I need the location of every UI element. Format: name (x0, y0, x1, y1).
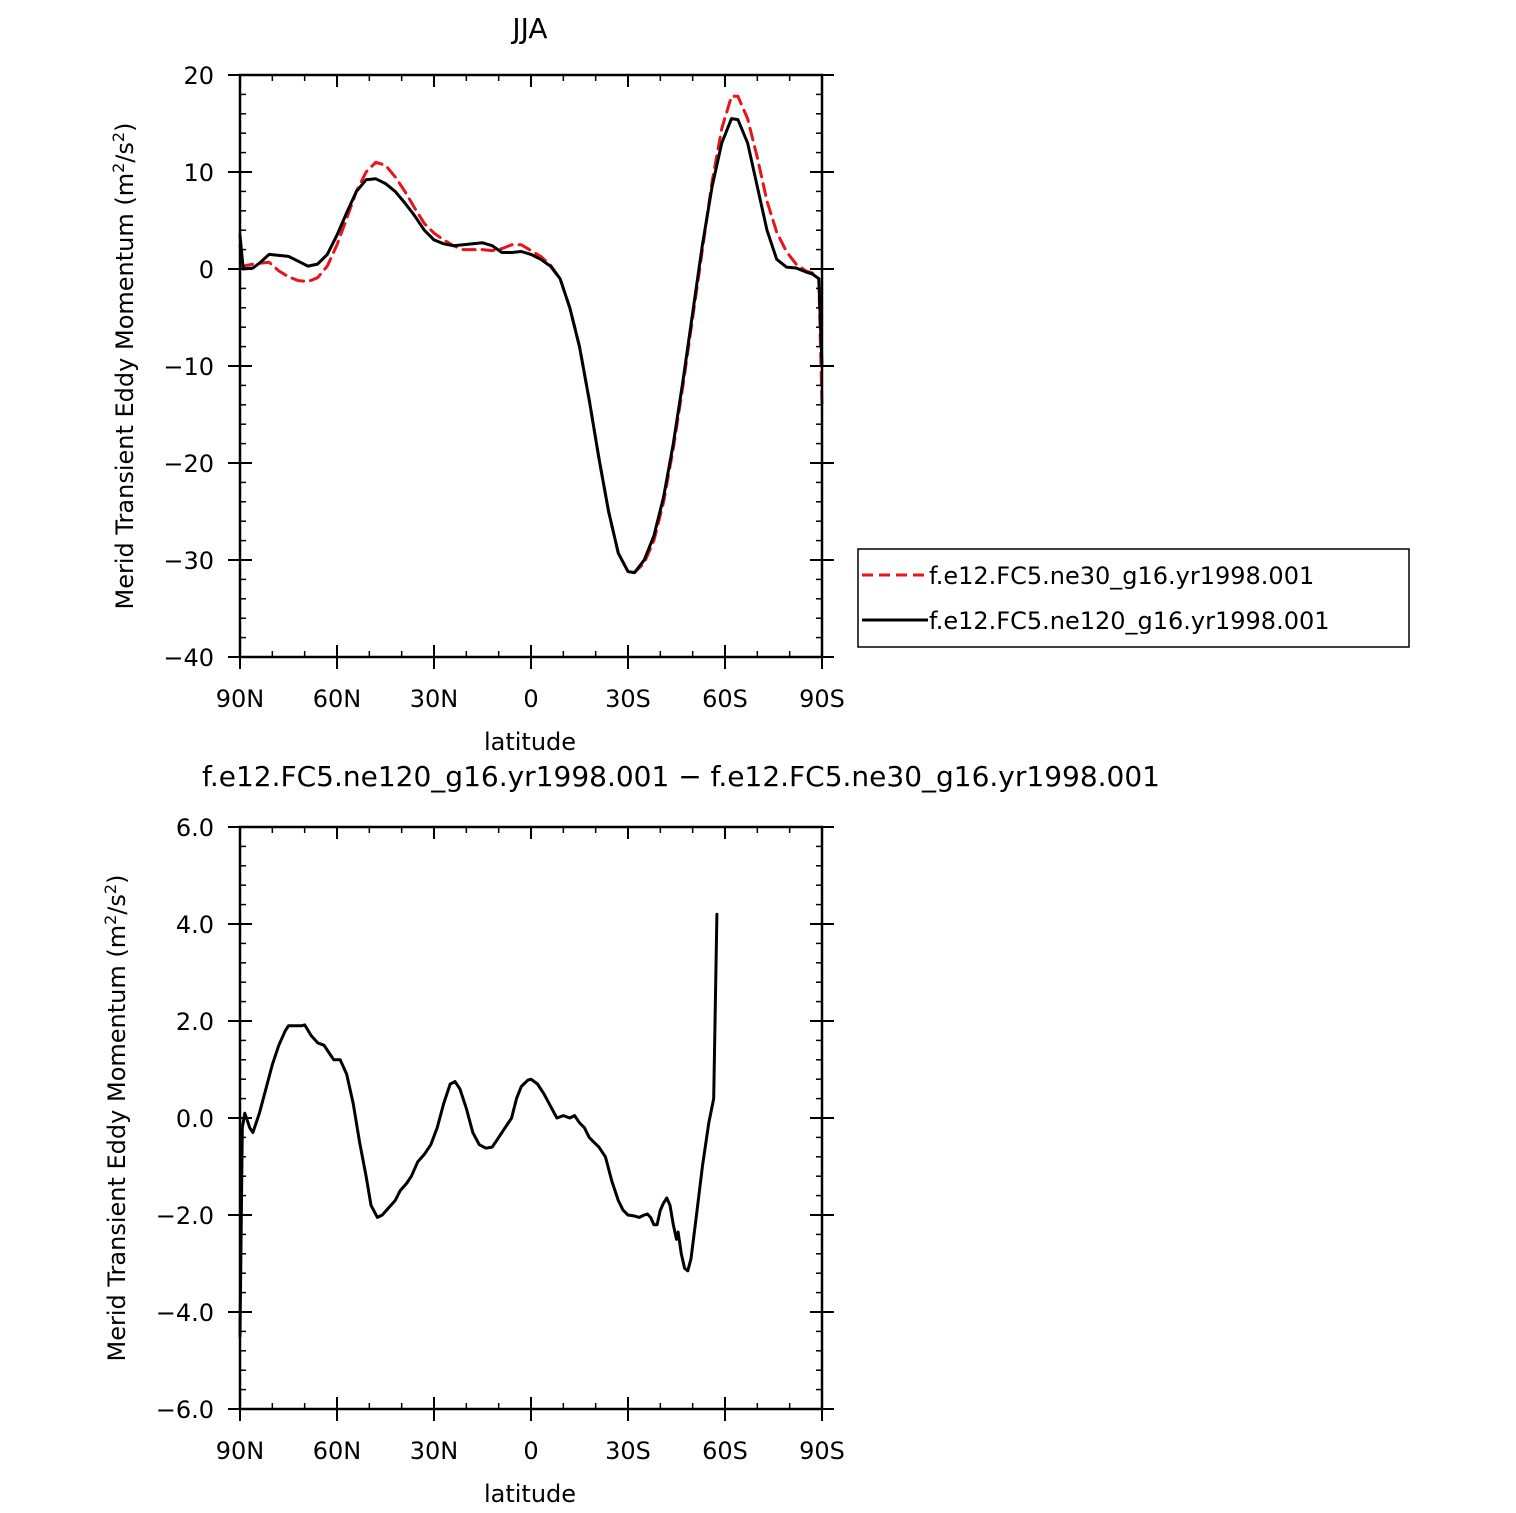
y-tick-label-top: −10 (163, 353, 214, 381)
legend: f.e12.FC5.ne30_g16.yr1998.001 f.e12.FC5.… (857, 548, 1410, 648)
y-axis-label-bottom-sup1: 2 (101, 915, 120, 925)
y-axis-label-bottom-end: ) (103, 875, 131, 884)
y-tick-label-top: −20 (163, 450, 214, 478)
y-tick-label-bottom: 4.0 (176, 911, 214, 939)
y-axis-label-bottom-mid: /s (103, 894, 131, 915)
legend-box (857, 548, 1410, 648)
x-tick-label-bottom: 90S (799, 1437, 845, 1465)
x-tick-label-bottom: 0 (523, 1437, 538, 1465)
y-tick-label-bottom: 2.0 (176, 1008, 214, 1036)
y-axis-label-top-sup2: 2 (109, 132, 128, 142)
y-axis-label-bottom-sup2: 2 (101, 884, 120, 894)
y-axis-label-bottom: Merid Transient Eddy Momentum (m2/s2) (101, 875, 131, 1362)
x-tick-label-top: 60S (702, 685, 748, 713)
y-tick-label-bottom: −2.0 (156, 1202, 214, 1230)
chart-title-top: JJA (510, 12, 547, 45)
x-tick-label-bottom: 60S (702, 1437, 748, 1465)
series-line-bottom-0 (238, 912, 719, 1338)
series-line-top-1 (238, 117, 824, 575)
panel-top: JJA 90N 60N 30N 0 30S 60S 90S 20 10 0 −10 −20 −30 −40… (109, 12, 1410, 756)
panel-bottom: f.e12.FC5.ne120_g16.yr1998.001 − f.e12.F… (101, 760, 1160, 1508)
x-tick-label-top: 60N (313, 685, 362, 713)
y-tick-label-bottom: −6.0 (156, 1396, 214, 1424)
y-tick-label-top: 10 (183, 159, 214, 187)
y-axis-label-top: Merid Transient Eddy Momentum (m2/s2) (109, 123, 139, 610)
y-axis-label-top-sup1: 2 (109, 163, 128, 173)
x-axis-label-bottom: latitude (484, 1480, 576, 1508)
y-tick-label-top: −30 (163, 547, 214, 575)
series-line-top-0 (238, 94, 824, 575)
legend-label-ne120: f.e12.FC5.ne120_g16.yr1998.001 (929, 607, 1330, 635)
y-axis-label-top-main: Merid Transient Eddy Momentum (m (111, 173, 139, 610)
y-tick-label-bottom: 6.0 (176, 814, 214, 842)
y-tick-label-top: 20 (183, 62, 214, 90)
y-axis-label-bottom-main: Merid Transient Eddy Momentum (m (103, 925, 131, 1362)
y-tick-label-top: −40 (163, 644, 214, 672)
x-tick-label-bottom: 30S (605, 1437, 651, 1465)
x-tick-label-bottom: 30N (410, 1437, 459, 1465)
x-axis-label-top: latitude (484, 728, 576, 756)
plot-frame-top (238, 73, 824, 659)
chart-title-bottom: f.e12.FC5.ne120_g16.yr1998.001 − f.e12.F… (202, 760, 1160, 793)
y-axis-label-top-mid: /s (111, 142, 139, 163)
x-tick-label-top: 90N (216, 685, 265, 713)
x-tick-label-top: 90S (799, 685, 845, 713)
plot-frame-bottom (238, 825, 824, 1411)
y-axis-label-top-end: ) (111, 123, 139, 132)
x-tick-label-bottom: 60N (313, 1437, 362, 1465)
x-tick-label-top: 30N (410, 685, 459, 713)
x-tick-label-bottom: 90N (216, 1437, 265, 1465)
y-tick-label-top: 0 (199, 256, 214, 284)
x-tick-label-top: 30S (605, 685, 651, 713)
x-tick-label-top: 0 (523, 685, 538, 713)
legend-label-ne30: f.e12.FC5.ne30_g16.yr1998.001 (929, 562, 1314, 590)
y-tick-label-bottom: −4.0 (156, 1299, 214, 1327)
y-tick-label-bottom: 0.0 (176, 1105, 214, 1133)
